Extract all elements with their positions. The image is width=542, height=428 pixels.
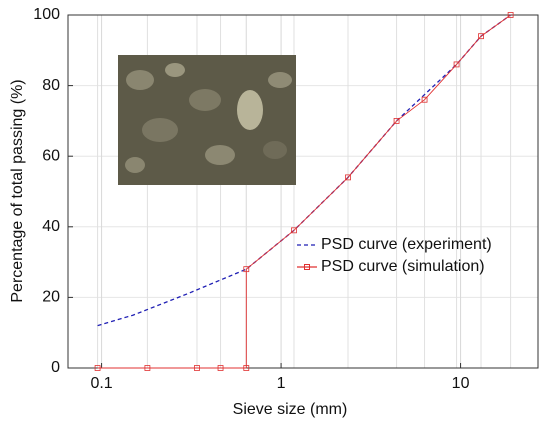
y-tick-label: 0 xyxy=(51,359,60,376)
data-point xyxy=(393,118,400,124)
data-point xyxy=(243,365,250,371)
x-axis-label: Sieve size (mm) xyxy=(233,401,348,418)
data-point xyxy=(478,33,484,40)
data-point xyxy=(291,227,297,234)
data-point xyxy=(144,365,151,371)
y-tick-label: 100 xyxy=(33,6,60,23)
x-tick-label: 0.1 xyxy=(90,375,112,392)
data-point xyxy=(453,61,460,68)
data-point xyxy=(94,365,101,371)
data-point xyxy=(421,96,428,103)
data-point xyxy=(345,174,351,181)
data-point xyxy=(507,12,514,18)
data-point xyxy=(217,365,224,371)
plot-frame xyxy=(67,14,539,369)
y-tick-label: 80 xyxy=(42,77,60,94)
data-point xyxy=(194,365,200,371)
y-axis-label: Percentage of total passing (%) xyxy=(9,79,26,302)
y-tick-label: 20 xyxy=(42,289,60,306)
legend-marker xyxy=(304,264,310,270)
series-line xyxy=(97,14,511,369)
x-tick-label: 1 xyxy=(277,375,286,392)
legend-label: PSD curve (simulation) xyxy=(321,258,485,275)
photo-inset xyxy=(118,55,296,185)
legend-label: PSD curve (experiment) xyxy=(321,236,492,253)
data-point xyxy=(243,266,250,273)
x-tick-label: 10 xyxy=(452,375,470,392)
y-tick-label: 40 xyxy=(42,218,60,235)
legend: PSD curve (experiment) PSD curve (simulat… xyxy=(297,236,492,275)
y-tick-label: 60 xyxy=(42,147,60,164)
